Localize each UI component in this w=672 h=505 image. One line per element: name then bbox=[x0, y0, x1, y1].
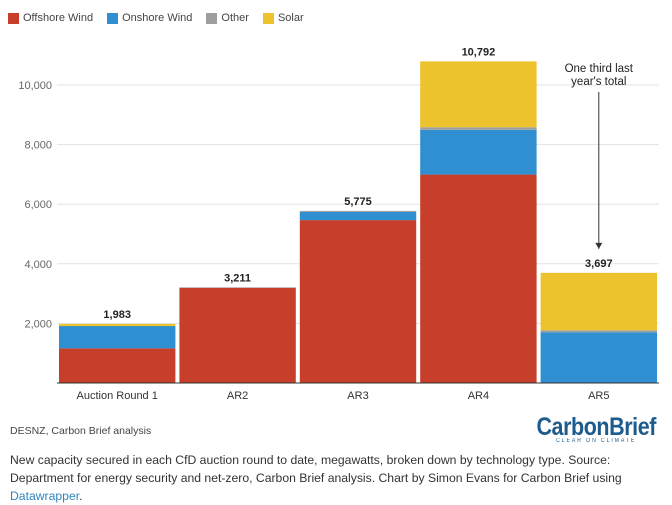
caption-text: New capacity secured in each CfD auction… bbox=[10, 453, 622, 485]
bar-segment bbox=[300, 220, 416, 383]
stacked-bar-chart: 2,000 4,000 6,000 8,000 10,000 1,983 Auction R… bbox=[0, 0, 672, 410]
y-tick-label: 6,000 bbox=[24, 199, 52, 211]
bar-segment bbox=[179, 288, 295, 383]
annotation-arrow-head bbox=[595, 243, 602, 249]
carbonbrief-logo: CarbonBrief CLEAR ON CLIMATE bbox=[517, 414, 656, 444]
annotation-text: year's total bbox=[571, 76, 626, 88]
y-tick-label: 4,000 bbox=[24, 259, 52, 271]
bar-total-label: 10,792 bbox=[462, 46, 496, 58]
bar-segment bbox=[300, 212, 416, 220]
bar-segment bbox=[420, 130, 536, 175]
y-tick-label: 2,000 bbox=[24, 318, 52, 330]
caption-end: . bbox=[79, 489, 82, 503]
bar-segment bbox=[420, 175, 536, 383]
bar-segment bbox=[541, 273, 657, 330]
bar-total-label: 1,983 bbox=[103, 309, 131, 321]
x-tick-label: AR4 bbox=[468, 390, 489, 402]
x-tick-label: AR2 bbox=[227, 390, 248, 402]
datawrapper-link[interactable]: Datawrapper bbox=[10, 489, 79, 503]
x-tick-label: AR3 bbox=[347, 390, 368, 402]
bar-total-label: 3,211 bbox=[224, 272, 251, 284]
y-tick-label: 8,000 bbox=[24, 140, 52, 152]
bar-segment bbox=[420, 61, 536, 127]
bar-segment bbox=[541, 330, 657, 332]
annotation-text: One third last bbox=[565, 63, 634, 75]
bar-total-label: 5,775 bbox=[344, 196, 372, 208]
source-note: DESNZ, Carbon Brief analysis bbox=[10, 425, 151, 437]
bar-segment bbox=[300, 211, 416, 212]
bar-segment bbox=[541, 332, 657, 383]
bar-segment bbox=[59, 324, 175, 326]
x-tick-label: AR5 bbox=[588, 390, 609, 402]
bar-segment bbox=[59, 326, 175, 348]
bar-segment bbox=[59, 348, 175, 383]
bar-segment bbox=[420, 127, 536, 130]
x-tick-label: Auction Round 1 bbox=[77, 390, 158, 402]
caption: New capacity secured in each CfD auction… bbox=[10, 451, 660, 505]
bar-total-label: 3,697 bbox=[585, 258, 613, 270]
y-tick-label: 10,000 bbox=[18, 80, 52, 92]
